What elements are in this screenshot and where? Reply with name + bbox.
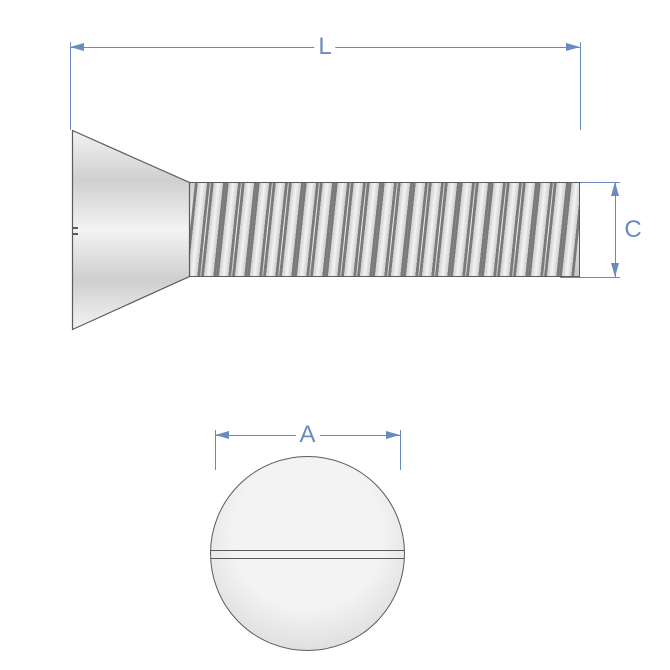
technical-drawing: L C A [0,0,670,670]
slot-edge-top [211,550,404,551]
screw-head [72,130,190,330]
a-ext-right [400,430,401,470]
head-slot-line-top [72,227,78,229]
a-arrow-right [386,431,400,439]
a-label: A [295,423,319,447]
screw-head-front-view [210,456,405,651]
head-slot-line-bot [72,233,78,235]
slot-edge-bot [211,558,404,559]
a-arrow-left [215,431,229,439]
screw-shaft-threaded [190,182,580,277]
